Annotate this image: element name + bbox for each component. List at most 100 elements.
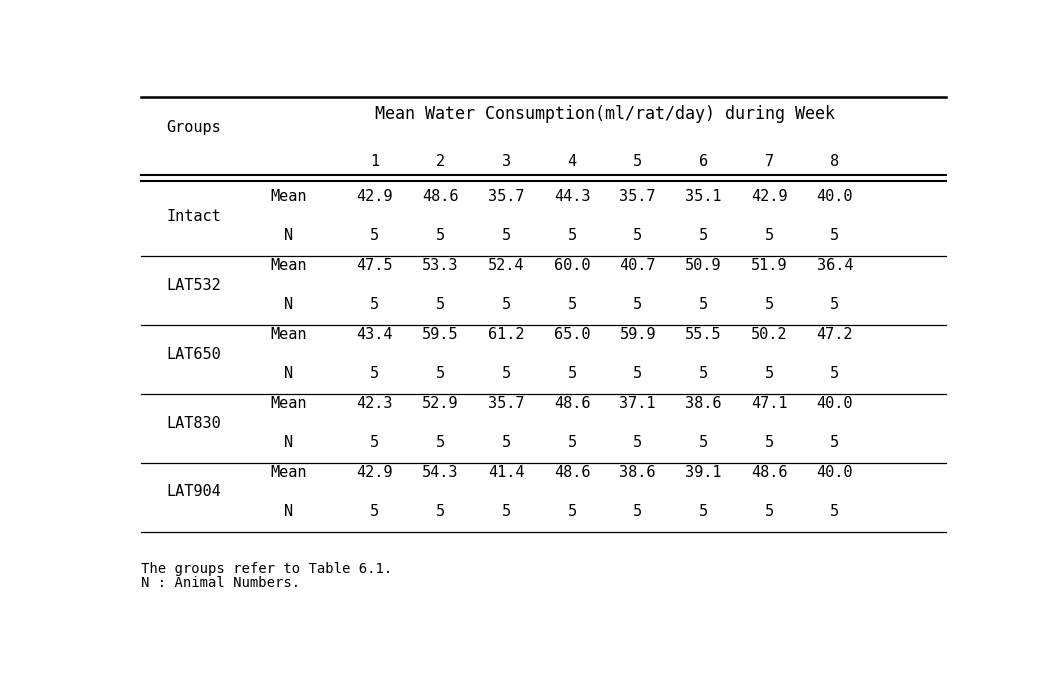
- Text: 42.9: 42.9: [750, 189, 788, 204]
- Text: 5: 5: [633, 297, 642, 312]
- Text: 47.2: 47.2: [816, 327, 853, 342]
- Text: 5: 5: [699, 366, 708, 382]
- Text: 5: 5: [633, 228, 642, 244]
- Text: 2: 2: [436, 153, 445, 168]
- Text: 5: 5: [633, 366, 642, 382]
- Text: 5: 5: [764, 297, 774, 312]
- Text: Mean: Mean: [270, 327, 306, 342]
- Text: 50.9: 50.9: [685, 258, 722, 273]
- Text: 40.7: 40.7: [619, 258, 656, 273]
- Text: 5: 5: [436, 228, 445, 244]
- Text: 5: 5: [436, 366, 445, 382]
- Text: 5: 5: [370, 297, 379, 312]
- Text: 42.3: 42.3: [356, 396, 393, 411]
- Text: 35.7: 35.7: [488, 189, 525, 204]
- Text: 5: 5: [567, 366, 577, 382]
- Text: 38.6: 38.6: [685, 396, 722, 411]
- Text: 48.6: 48.6: [422, 189, 459, 204]
- Text: 5: 5: [501, 297, 511, 312]
- Text: 52.9: 52.9: [422, 396, 459, 411]
- Text: 7: 7: [764, 153, 774, 168]
- Text: 47.5: 47.5: [356, 258, 393, 273]
- Text: Mean: Mean: [270, 258, 306, 273]
- Text: 50.2: 50.2: [750, 327, 788, 342]
- Text: 37.1: 37.1: [619, 396, 656, 411]
- Text: 5: 5: [501, 435, 511, 450]
- Text: 5: 5: [830, 435, 840, 450]
- Text: 5: 5: [699, 228, 708, 244]
- Text: 5: 5: [764, 228, 774, 244]
- Text: 51.9: 51.9: [750, 258, 788, 273]
- Text: 48.6: 48.6: [553, 465, 590, 480]
- Text: 5: 5: [370, 504, 379, 519]
- Text: 44.3: 44.3: [553, 189, 590, 204]
- Text: 5: 5: [501, 366, 511, 382]
- Text: 42.9: 42.9: [356, 465, 393, 480]
- Text: 5: 5: [501, 504, 511, 519]
- Text: 60.0: 60.0: [553, 258, 590, 273]
- Text: 38.6: 38.6: [619, 465, 656, 480]
- Text: 5: 5: [370, 435, 379, 450]
- Text: 5: 5: [830, 504, 840, 519]
- Text: 3: 3: [501, 153, 511, 168]
- Text: 5: 5: [633, 435, 642, 450]
- Text: Mean Water Consumption(ml/rat/day) during Week: Mean Water Consumption(ml/rat/day) durin…: [375, 106, 835, 123]
- Text: 53.3: 53.3: [422, 258, 459, 273]
- Text: 43.4: 43.4: [356, 327, 393, 342]
- Text: Mean: Mean: [270, 189, 306, 204]
- Text: N: N: [284, 504, 294, 519]
- Text: Mean: Mean: [270, 396, 306, 411]
- Text: 35.7: 35.7: [488, 396, 525, 411]
- Text: 5: 5: [830, 297, 840, 312]
- Text: 5: 5: [567, 435, 577, 450]
- Text: 5: 5: [567, 297, 577, 312]
- Text: 5: 5: [699, 504, 708, 519]
- Text: 5: 5: [830, 228, 840, 244]
- Text: 8: 8: [830, 153, 840, 168]
- Text: 5: 5: [633, 504, 642, 519]
- Text: 39.1: 39.1: [685, 465, 722, 480]
- Text: N: N: [284, 366, 294, 382]
- Text: 65.0: 65.0: [553, 327, 590, 342]
- Text: 42.9: 42.9: [356, 189, 393, 204]
- Text: LAT904: LAT904: [166, 485, 222, 499]
- Text: 5: 5: [370, 366, 379, 382]
- Text: 5: 5: [370, 228, 379, 244]
- Text: 59.5: 59.5: [422, 327, 459, 342]
- Text: 5: 5: [633, 153, 642, 168]
- Text: 5: 5: [764, 504, 774, 519]
- Text: 4: 4: [567, 153, 577, 168]
- Text: 59.9: 59.9: [619, 327, 656, 342]
- Text: The groups refer to Table 6.1.: The groups refer to Table 6.1.: [141, 562, 392, 576]
- Text: N: N: [284, 297, 294, 312]
- Text: Mean: Mean: [270, 465, 306, 480]
- Text: N: N: [284, 228, 294, 244]
- Text: 52.4: 52.4: [488, 258, 525, 273]
- Text: 47.1: 47.1: [750, 396, 788, 411]
- Text: N : Animal Numbers.: N : Animal Numbers.: [141, 576, 300, 590]
- Text: 5: 5: [699, 435, 708, 450]
- Text: Intact: Intact: [166, 209, 222, 223]
- Text: 36.4: 36.4: [816, 258, 853, 273]
- Text: 5: 5: [567, 228, 577, 244]
- Text: 5: 5: [501, 228, 511, 244]
- Text: 41.4: 41.4: [488, 465, 525, 480]
- Text: 1: 1: [370, 153, 379, 168]
- Text: N: N: [284, 435, 294, 450]
- Text: 5: 5: [436, 435, 445, 450]
- Text: Groups: Groups: [166, 120, 222, 135]
- Text: 61.2: 61.2: [488, 327, 525, 342]
- Text: 5: 5: [567, 504, 577, 519]
- Text: 5: 5: [764, 366, 774, 382]
- Text: 6: 6: [699, 153, 708, 168]
- Text: 55.5: 55.5: [685, 327, 722, 342]
- Text: 48.6: 48.6: [750, 465, 788, 480]
- Text: 5: 5: [830, 366, 840, 382]
- Text: 54.3: 54.3: [422, 465, 459, 480]
- Text: LAT650: LAT650: [166, 347, 222, 361]
- Text: 35.1: 35.1: [685, 189, 722, 204]
- Text: 5: 5: [436, 504, 445, 519]
- Text: 48.6: 48.6: [553, 396, 590, 411]
- Text: 5: 5: [764, 435, 774, 450]
- Text: LAT532: LAT532: [166, 278, 222, 293]
